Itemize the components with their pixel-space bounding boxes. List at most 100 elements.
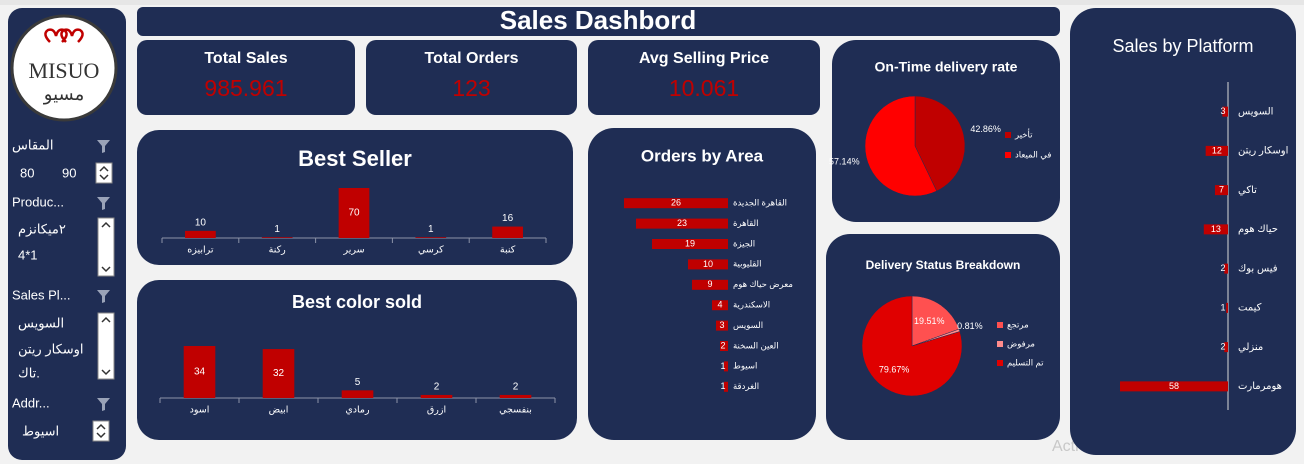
data-label: 10 [703, 259, 713, 269]
category-label: القليوبية [733, 259, 762, 269]
bar [688, 259, 728, 270]
category-label: ترابيزه [187, 245, 214, 256]
category-label: ازرق [427, 405, 446, 416]
kpi-value: 123 [452, 75, 490, 101]
bar [492, 226, 523, 238]
kpi-value: 10.061 [669, 75, 739, 101]
slicer-item[interactable]: 4*1 [18, 247, 38, 262]
slicer-item[interactable]: اوسكار ريتن [18, 341, 84, 357]
title-bar [137, 7, 1060, 36]
data-label: 34 [194, 367, 206, 378]
scrollbar[interactable] [97, 217, 115, 277]
category-label: اوسكار ريتن [1238, 146, 1288, 157]
bar [724, 361, 728, 372]
legend-label: تم التسليم [1007, 357, 1044, 368]
data-label: 16 [502, 213, 514, 224]
kpi-card [588, 40, 820, 115]
data-label: 12 [1212, 145, 1222, 155]
filter-icon [97, 140, 110, 153]
data-label: 57.14% [829, 157, 860, 167]
kpi-label: Total Sales [204, 50, 287, 67]
bar [1226, 302, 1228, 313]
data-label: 2 [434, 382, 440, 393]
category-label: السويس [1238, 106, 1273, 117]
chart-panel [1070, 8, 1296, 455]
legend-swatch [997, 322, 1003, 328]
chart-title: Orders by Area [641, 146, 764, 165]
legend-label: مرتجع [1007, 319, 1029, 329]
data-label: 0.81% [957, 321, 983, 331]
data-label: 2 [1220, 342, 1225, 352]
data-label: 10 [195, 217, 207, 228]
category-label: كرسي [418, 245, 444, 256]
legend-label: مرفوض [1007, 338, 1035, 348]
bar [1224, 342, 1228, 353]
bar [692, 279, 728, 290]
spinner[interactable] [95, 162, 113, 184]
bar [261, 237, 293, 238]
bar [636, 218, 728, 229]
slicer-item[interactable]: السويس [18, 315, 64, 331]
data-label: 42.86% [970, 124, 1001, 134]
spinner[interactable] [92, 420, 110, 442]
data-label: 9 [707, 279, 712, 289]
bar [1203, 224, 1228, 235]
slicer-item[interactable]: 80 [20, 165, 34, 180]
category-label: هومرمارت [1238, 381, 1282, 392]
data-label: 3 [719, 320, 724, 330]
category-label: كنبة [500, 245, 516, 256]
category-label: سرير [342, 245, 364, 256]
scroll-arrows [101, 221, 111, 273]
bar [1205, 145, 1228, 156]
legend-swatch [997, 360, 1003, 366]
kpi-card [137, 40, 355, 115]
legend-label: في الميعاد [1015, 149, 1051, 159]
chart-title: On-Time delivery rate [875, 59, 1018, 75]
data-label: 2 [1220, 263, 1225, 273]
data-label: 13 [1211, 224, 1221, 234]
filter-icon [97, 290, 110, 303]
data-label: 3 [1220, 106, 1225, 116]
data-label: 32 [273, 368, 285, 379]
data-label: 58 [1169, 381, 1179, 391]
data-label: 2 [720, 340, 725, 350]
bar [341, 390, 374, 398]
data-label: 70 [348, 208, 360, 219]
bar [183, 346, 216, 398]
data-label: 4 [717, 300, 722, 310]
category-label: الغردقة [733, 381, 759, 391]
slicer-item[interactable]: ٢ميكانزم [18, 221, 66, 237]
category-label: تاكي [1238, 185, 1257, 196]
slicer-item[interactable]: تاك. [18, 365, 40, 380]
category-label: الجيزة [733, 238, 755, 248]
bar [624, 198, 728, 209]
data-label: 19 [685, 238, 695, 248]
category-label: ابيض [269, 405, 289, 416]
bar [338, 188, 370, 238]
category-label: بنفسجي [499, 405, 532, 416]
slicer-title: Addr... [12, 395, 50, 410]
bar [420, 394, 453, 398]
category-label: فيس بوك [1238, 263, 1278, 274]
bar [716, 320, 728, 331]
scrollbar[interactable] [97, 312, 115, 380]
data-label: 2 [513, 382, 519, 393]
logo-circle [10, 14, 118, 122]
bar [499, 394, 532, 398]
slicer-title: Produc... [12, 194, 64, 209]
chart-title: Best Seller [298, 146, 412, 171]
category-label: الاسكندرية [733, 299, 770, 309]
pie-slice [914, 95, 966, 192]
bar [712, 300, 728, 311]
slicer-item[interactable]: 90 [62, 165, 76, 180]
slicer-item[interactable]: اسيوط [22, 423, 59, 439]
kpi-label: Avg Selling Price [639, 50, 769, 67]
bar [652, 239, 728, 249]
category-label: القاهرة [733, 218, 758, 228]
chart-title: Delivery Status Breakdown [866, 258, 1021, 272]
data-label: 5 [355, 377, 361, 388]
bar [415, 237, 447, 238]
legend-swatch [997, 341, 1003, 347]
bar [720, 341, 728, 351]
